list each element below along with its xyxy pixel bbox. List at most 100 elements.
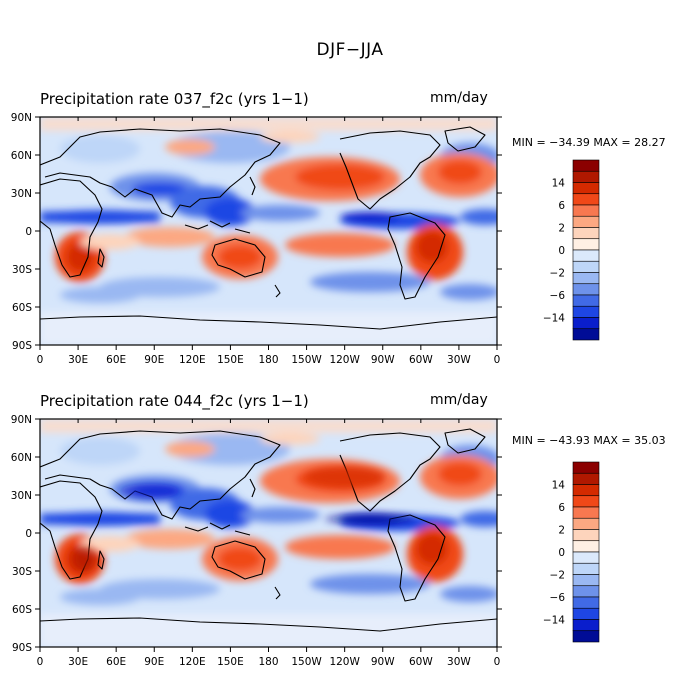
- x-tick-label: 120W: [329, 354, 360, 366]
- colorbar-label: 14: [552, 178, 566, 190]
- x-tick-label: 0: [494, 656, 501, 668]
- colorbar-label: 2: [558, 525, 565, 537]
- x-tick-label: 150W: [291, 656, 322, 668]
- colorbar-swatch: [572, 170, 600, 183]
- y-tick-label: 30S: [12, 566, 32, 578]
- x-tick-label: 150E: [217, 656, 244, 668]
- colorbar-swatch: [572, 249, 600, 262]
- colorbar-swatch: [572, 506, 600, 519]
- panel2-title: Precipitation rate 044_f2c (yrs 1−1): [40, 392, 309, 410]
- x-tick-label: 90E: [144, 354, 164, 366]
- x-tick-label: 120E: [179, 354, 206, 366]
- colorbar-swatch: [572, 238, 600, 251]
- colorbar-label: 6: [558, 502, 565, 514]
- x-tick-label: 0: [494, 354, 501, 366]
- panel2-minmax: MIN = −43.93 MAX = 35.03: [512, 434, 666, 447]
- x-tick-label: 0: [37, 656, 44, 668]
- colorbar-swatch: [572, 585, 600, 598]
- colorbar-swatch: [572, 227, 600, 240]
- panel1-axes: 0 30E 60E 90E 120E 150E 180 150W 120W 90W 60W 30W 09…: [11, 112, 502, 366]
- y-tick-label: 60N: [11, 452, 32, 464]
- y-tick-label: 30S: [12, 264, 32, 276]
- colorbar-swatch: [572, 294, 600, 307]
- x-tick-label: 120E: [179, 656, 206, 668]
- y-tick-label: 90N: [11, 112, 32, 124]
- y-tick-label: 90S: [12, 340, 32, 352]
- figure-title: DJF−JJA: [316, 40, 384, 60]
- x-tick-label: 30E: [68, 354, 88, 366]
- colorbar-swatch: [572, 461, 600, 474]
- x-tick-label: 0: [37, 354, 44, 366]
- x-tick-label: 60E: [106, 656, 126, 668]
- y-tick-label: 60N: [11, 150, 32, 162]
- x-tick-label: 30E: [68, 656, 88, 668]
- colorbar-label: −6: [550, 290, 566, 302]
- colorbar-swatch: [572, 630, 600, 643]
- x-tick-label: 150E: [217, 354, 244, 366]
- panel2-axes: 0 30E 60E 90E 120E 150E 180 150W 120W 90W 60W 30W 09…: [11, 414, 502, 668]
- panel2-map: [40, 419, 510, 647]
- colorbar-swatch: [572, 193, 600, 206]
- colorbar-label: 14: [552, 480, 566, 492]
- colorbar-label: −14: [543, 615, 565, 627]
- y-tick-label: 90N: [11, 414, 32, 426]
- panel1-minmax: MIN = −34.39 MAX = 28.27: [512, 136, 666, 149]
- colorbar-swatch: [572, 182, 600, 195]
- colorbar-label: −2: [550, 570, 565, 582]
- colorbar-label: −2: [550, 268, 565, 280]
- colorbar-swatch: [572, 283, 600, 296]
- colorbar-swatch: [572, 260, 600, 273]
- colorbar-swatch: [572, 204, 600, 217]
- colorbar-label: 2: [558, 223, 565, 235]
- colorbar-swatch: [572, 540, 600, 553]
- colorbar-label: −6: [550, 592, 566, 604]
- y-tick-label: 60S: [12, 302, 32, 314]
- colorbar-swatch: [572, 529, 600, 542]
- colorbar-swatch: [572, 472, 600, 485]
- colorbar-swatch: [572, 574, 600, 587]
- x-tick-label: 60W: [409, 656, 433, 668]
- panel2-colorbar: 14 6 2 0 −2 −6 −14: [543, 461, 600, 643]
- x-tick-label: 90W: [371, 656, 395, 668]
- colorbar-label: 0: [558, 547, 565, 559]
- colorbar-swatch: [572, 159, 600, 172]
- colorbar-swatch: [572, 317, 600, 330]
- colorbar-label: −14: [543, 313, 565, 325]
- x-tick-label: 150W: [291, 354, 322, 366]
- panel2-units: mm/day: [430, 392, 488, 408]
- colorbar-swatch: [572, 215, 600, 228]
- x-tick-label: 180: [258, 656, 278, 668]
- y-tick-label: 30N: [11, 490, 32, 502]
- colorbar-swatch: [572, 596, 600, 609]
- x-tick-label: 30W: [447, 656, 471, 668]
- y-tick-label: 0: [25, 528, 32, 540]
- y-tick-label: 30N: [11, 188, 32, 200]
- colorbar-swatch: [572, 607, 600, 620]
- colorbar-swatch: [572, 328, 600, 341]
- x-tick-label: 120W: [329, 656, 360, 668]
- x-tick-label: 180: [258, 354, 278, 366]
- x-tick-label: 60W: [409, 354, 433, 366]
- x-tick-label: 60E: [106, 354, 126, 366]
- panel1-colorbar: 14 6 2 0 −2 −6 −14: [543, 159, 600, 341]
- colorbar-swatch: [572, 551, 600, 564]
- x-tick-label: 90W: [371, 354, 395, 366]
- colorbar-label: 0: [558, 245, 565, 257]
- colorbar-swatch: [572, 619, 600, 632]
- colorbar-label: 6: [558, 200, 565, 212]
- colorbar-swatch: [572, 305, 600, 318]
- y-tick-label: 60S: [12, 604, 32, 616]
- x-tick-label: 30W: [447, 354, 471, 366]
- x-tick-label: 90E: [144, 656, 164, 668]
- panel1-title: Precipitation rate 037_f2c (yrs 1−1): [40, 90, 309, 108]
- y-tick-label: 0: [25, 226, 32, 238]
- panel1-map: [40, 117, 510, 345]
- colorbar-swatch: [572, 272, 600, 285]
- colorbar-swatch: [572, 495, 600, 508]
- colorbar-swatch: [572, 517, 600, 530]
- colorbar-swatch: [572, 484, 600, 497]
- y-tick-label: 90S: [12, 642, 32, 654]
- panel1-units: mm/day: [430, 90, 488, 106]
- colorbar-swatch: [572, 562, 600, 575]
